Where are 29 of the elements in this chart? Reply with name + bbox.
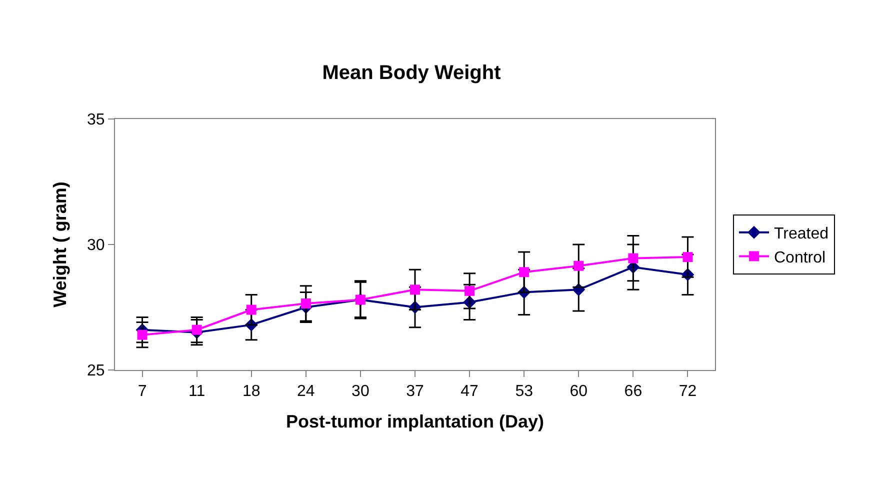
point [574,260,584,271]
point [519,267,530,278]
legend-label: Treated [774,226,829,243]
y-tick-label: 35 [87,112,105,129]
x-tick-label: 47 [460,383,479,400]
y-axis-title: Weight ( gram) [50,182,70,308]
x-axis-title: Post-tumor implantation (Day) [286,411,544,432]
x-tick-label: 30 [352,383,370,400]
x-tick-label: 53 [515,383,534,400]
point [300,298,311,308]
x-tick-label: 72 [678,383,697,400]
point [137,330,148,340]
x-tick-label: 37 [406,383,424,400]
point [246,304,256,315]
x-tick-label: 24 [297,383,315,400]
x-tick-label: 60 [570,383,588,400]
point [628,253,638,264]
y-tick-label: 25 [87,362,105,380]
point [192,324,202,335]
x-tick-label: 11 [188,383,206,400]
point [410,284,420,295]
chart-title: Mean Body Weight [322,62,502,84]
x-tick-label: 18 [242,383,260,400]
point [682,252,693,262]
point [464,286,475,296]
x-tick-label: 7 [138,383,147,400]
y-tick-label: 30 [87,237,105,254]
x-tick-label: 66 [624,383,642,400]
legend-label: Control [774,249,826,266]
